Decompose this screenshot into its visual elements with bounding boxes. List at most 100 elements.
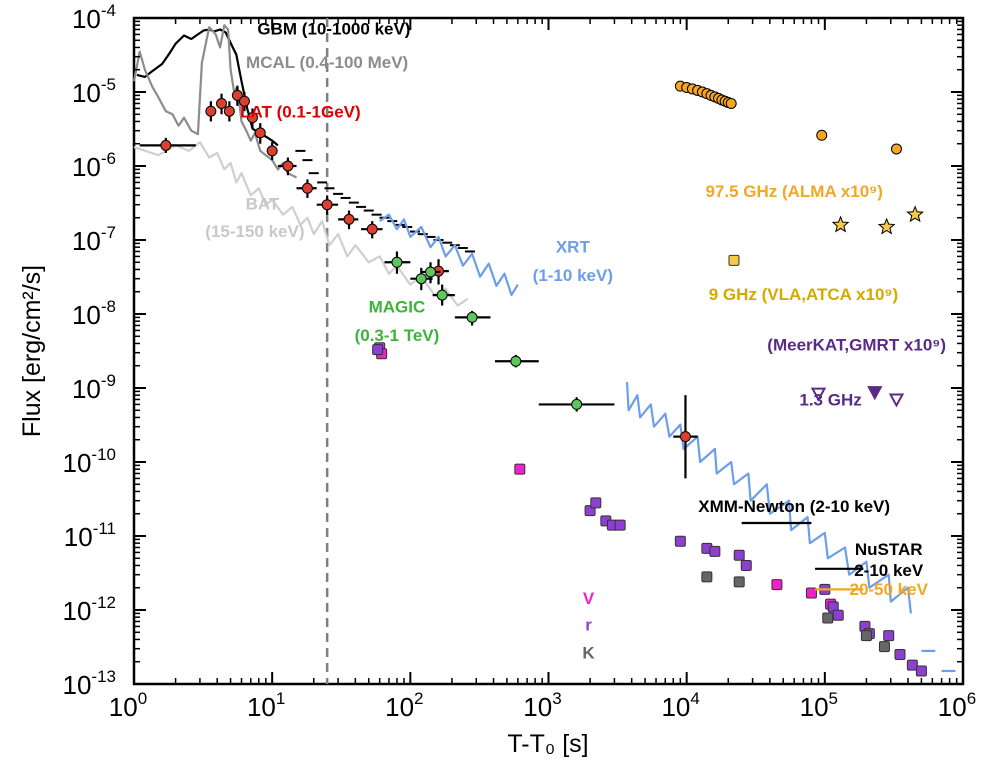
series-line: [133, 141, 469, 307]
data-point: [679, 431, 691, 443]
x-tick-label: 101: [247, 689, 285, 722]
annotation-label: 9 GHz (VLA,ATCA x10⁹): [709, 285, 898, 304]
series-line: [379, 213, 519, 297]
series-layer: [132, 24, 956, 677]
x-tick-label: 105: [800, 689, 838, 722]
data-point: [890, 143, 902, 155]
y-tick-label: 10-5: [72, 75, 116, 108]
series-10: [701, 571, 890, 653]
series-7: [384, 251, 615, 412]
x-tick-label: 100: [109, 689, 147, 722]
y-tick-label: 10-12: [63, 593, 117, 626]
data-point: [238, 95, 250, 107]
x-axis-label: T-T₀ [s]: [507, 730, 588, 758]
annotation-label: K: [582, 644, 595, 663]
series-16: [741, 521, 864, 570]
data-point: [740, 559, 752, 571]
data-point: [415, 273, 427, 285]
series-0: [136, 28, 279, 147]
annotation-label: XMM-Newton (2-10 keV): [698, 497, 890, 516]
data-point: [510, 355, 522, 367]
data-point: [425, 266, 437, 278]
data-point: [514, 463, 526, 475]
data-point: [372, 344, 384, 356]
series-8: [374, 342, 837, 610]
data-point: [725, 97, 737, 109]
series-line: [136, 28, 279, 147]
y-axis-label: Flux [erg/cm²/s]: [18, 265, 46, 437]
annotation-label: (0.3-1 TeV): [355, 326, 440, 345]
series-2: [132, 24, 297, 179]
series-6: [139, 86, 698, 479]
series-3: [133, 141, 469, 307]
data-point: [391, 256, 403, 268]
data-point: [709, 545, 721, 557]
annotation-label: XRT: [556, 237, 591, 256]
annotation-label: LAT (0.1-1GeV): [240, 103, 361, 122]
series-4: [379, 213, 519, 297]
data-point: [860, 630, 872, 642]
data-point: [266, 145, 278, 157]
data-point: [466, 311, 478, 323]
y-tick-label: 10-7: [72, 223, 116, 256]
annotation-label: 1.3 GHz: [799, 391, 861, 410]
y-tick-label: 10-6: [72, 149, 116, 182]
data-point: [366, 223, 378, 235]
data-point: [771, 579, 783, 591]
data-point: [436, 289, 448, 301]
series-9: [372, 344, 927, 677]
data-point: [733, 549, 745, 561]
series-11: [674, 80, 902, 155]
data-point: [701, 571, 713, 583]
x-tick-label: 104: [661, 689, 699, 722]
data-point: [888, 393, 905, 408]
series-1: [295, 149, 475, 253]
y-tick-label: 10-10: [63, 445, 117, 478]
data-point: [894, 649, 906, 661]
data-point: [906, 205, 924, 223]
data-point: [867, 386, 883, 401]
annotation-label: V: [583, 589, 595, 608]
series-line: [132, 24, 297, 179]
data-point: [205, 105, 217, 117]
data-point: [831, 215, 850, 233]
data-point: [832, 609, 844, 621]
data-point: [674, 535, 686, 547]
data-point: [254, 127, 266, 139]
y-tick-label: 10-13: [63, 667, 117, 700]
data-point: [282, 160, 294, 172]
annotation-label: BAT: [246, 194, 280, 213]
data-point: [816, 129, 828, 141]
y-tick-label: 10-11: [64, 519, 116, 552]
annotation-label: 2-10 keV: [854, 561, 924, 580]
data-point: [590, 497, 602, 509]
x-tick-label: 103: [523, 689, 561, 722]
y-tick-label: 10-4: [72, 1, 116, 34]
data-point: [877, 217, 896, 235]
annotation-label: MCAL (0.4-100 MeV): [246, 53, 408, 72]
data-point: [246, 112, 258, 124]
annotation-label: 20-50 keV: [849, 580, 928, 599]
x-tick-label: 102: [385, 689, 423, 722]
annotation-label: (15-150 keV): [205, 222, 304, 241]
series-12: [728, 254, 740, 266]
axis-ticks: 100 101 102 103 104 105 106 10-4 10-5 10-6 10-7 10-…: [63, 1, 977, 722]
data-point: [878, 641, 890, 653]
data-point: [321, 199, 333, 211]
annotation-label: 97.5 GHz (ALMA x10⁹): [705, 182, 882, 201]
annotation-label: NuSTAR: [855, 540, 923, 559]
data-point: [883, 630, 895, 642]
y-tick-label: 10-8: [72, 297, 116, 330]
series-18: [921, 649, 956, 673]
data-point: [216, 97, 228, 109]
series-13: [831, 205, 924, 235]
data-point: [301, 182, 313, 194]
x-tick-label: 106: [938, 689, 976, 722]
data-point: [906, 659, 918, 671]
series-15: [867, 386, 883, 401]
data-point: [728, 254, 740, 266]
annotation-label: (1-10 keV): [533, 266, 613, 285]
annotation-label: r: [585, 615, 592, 634]
annotations: GBM (10-1000 keV) MCAL (0.4-100 MeV) LAT (…: [205, 19, 946, 662]
